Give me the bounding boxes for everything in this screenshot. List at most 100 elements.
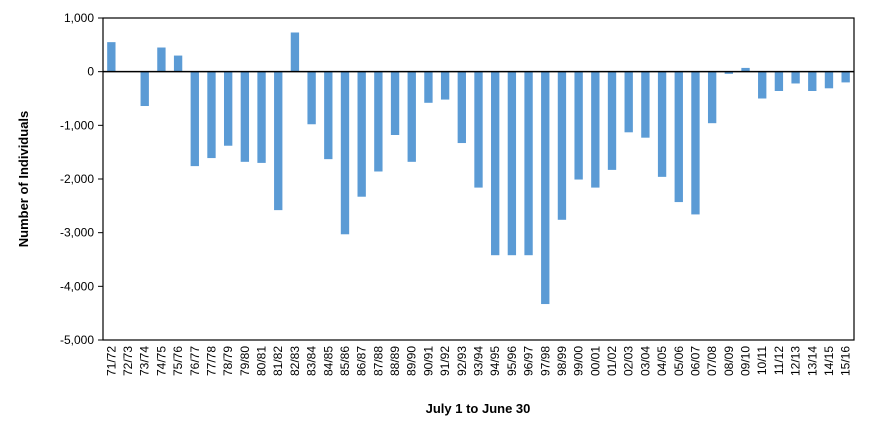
x-tick-label: 73/74 bbox=[138, 346, 152, 376]
x-axis-title: July 1 to June 30 bbox=[426, 401, 531, 416]
bar-09-10 bbox=[741, 67, 750, 72]
x-tick-label: 81/82 bbox=[271, 346, 285, 376]
x-tick-label: 76/77 bbox=[188, 346, 202, 376]
x-tick-label: 87/88 bbox=[371, 346, 385, 376]
bar-74-75 bbox=[157, 47, 166, 72]
bar-04-05 bbox=[657, 71, 667, 177]
x-tick-label: 04/05 bbox=[655, 346, 669, 376]
y-tick-label: -2,000 bbox=[60, 172, 94, 186]
bar-85-86 bbox=[340, 71, 350, 235]
bar-94-95 bbox=[491, 71, 500, 256]
x-tick-label: 86/87 bbox=[355, 346, 369, 376]
bar-86-87 bbox=[357, 71, 366, 197]
x-tick-label: 12/13 bbox=[789, 346, 803, 376]
bar-93-94 bbox=[474, 71, 483, 188]
x-axis-ticks: 71/72 72/73 73/74 74/75 75/76 76/77 77/78 78/79… bbox=[104, 346, 852, 376]
bar-79-80 bbox=[240, 71, 250, 162]
x-tick-label: 01/02 bbox=[605, 346, 619, 376]
bar-05-06 bbox=[674, 71, 683, 203]
bar-71-72 bbox=[107, 42, 116, 72]
x-tick-label: 82/83 bbox=[288, 346, 302, 376]
x-tick-label: 93/94 bbox=[472, 346, 486, 376]
bar-02-03 bbox=[624, 71, 633, 133]
x-tick-label: 88/89 bbox=[388, 346, 402, 376]
bar-97-98 bbox=[541, 71, 550, 305]
x-tick-label: 09/10 bbox=[739, 346, 753, 376]
x-tick-label: 77/78 bbox=[204, 346, 218, 376]
x-tick-label: 90/91 bbox=[421, 346, 435, 376]
bar-07-08 bbox=[707, 71, 717, 124]
y-tick-label: -1,000 bbox=[60, 118, 94, 132]
x-tick-label: 71/72 bbox=[104, 346, 118, 376]
x-tick-label: 92/93 bbox=[455, 346, 469, 376]
x-tick-label: 05/06 bbox=[672, 346, 686, 376]
y-tick-label: -5,000 bbox=[60, 333, 94, 347]
y-tick-label: 1,000 bbox=[64, 11, 94, 25]
bar-99-00 bbox=[574, 71, 583, 180]
x-tick-label: 06/07 bbox=[688, 346, 702, 376]
bar-11-12 bbox=[774, 71, 784, 91]
x-tick-label: 94/95 bbox=[488, 346, 502, 376]
bar-10-11 bbox=[758, 71, 767, 99]
bar-90-91 bbox=[424, 71, 433, 103]
y-tick-label: -3,000 bbox=[60, 226, 94, 240]
bar-00-01 bbox=[591, 71, 600, 188]
bar-14-15 bbox=[824, 71, 834, 89]
x-tick-label: 91/92 bbox=[438, 346, 452, 376]
x-tick-label: 15/16 bbox=[839, 346, 853, 376]
bar-81-82 bbox=[274, 71, 283, 211]
x-tick-label: 13/14 bbox=[805, 346, 819, 376]
x-tick-label: 79/80 bbox=[238, 346, 252, 376]
x-tick-label: 75/76 bbox=[171, 346, 185, 376]
bar-80-81 bbox=[257, 71, 266, 163]
bar-84-85 bbox=[324, 71, 333, 160]
x-tick-label: 95/96 bbox=[505, 346, 519, 376]
x-tick-label: 02/03 bbox=[622, 346, 636, 376]
bar-75-76 bbox=[173, 55, 183, 72]
x-tick-label: 98/99 bbox=[555, 346, 569, 376]
x-tick-label: 74/75 bbox=[154, 346, 168, 376]
bar-01-02 bbox=[607, 71, 617, 170]
bars-group bbox=[107, 32, 850, 305]
bar-88-89 bbox=[390, 71, 400, 135]
bar-06-07 bbox=[691, 71, 700, 215]
bar-87-88 bbox=[374, 71, 383, 172]
x-tick-label: 08/09 bbox=[722, 346, 736, 376]
x-tick-label: 99/00 bbox=[572, 346, 586, 376]
bar-15-16 bbox=[841, 71, 850, 83]
bar-12-13 bbox=[791, 71, 800, 84]
y-axis-ticks: 1,000 0 -1,000 -2,000 -3,000 -4,000 -5,000 bbox=[60, 11, 103, 347]
x-tick-label: 03/04 bbox=[638, 346, 652, 376]
x-tick-label: 10/11 bbox=[755, 346, 769, 375]
y-tick-label: -4,000 bbox=[60, 279, 94, 293]
bar-73-74 bbox=[140, 71, 149, 107]
y-axis-title: Number of Individuals bbox=[16, 111, 31, 248]
x-tick-label: 84/85 bbox=[321, 346, 335, 376]
x-tick-label: 83/84 bbox=[305, 346, 319, 376]
bar-78-79 bbox=[223, 71, 233, 146]
y-tick-label: 0 bbox=[87, 65, 94, 79]
bar-77-78 bbox=[207, 71, 216, 159]
bar-76-77 bbox=[190, 71, 199, 167]
bar-96-97 bbox=[524, 71, 533, 256]
bar-98-99 bbox=[557, 71, 567, 220]
bar-08-09 bbox=[724, 71, 734, 74]
x-tick-label: 07/08 bbox=[705, 346, 719, 376]
bar-83-84 bbox=[307, 71, 316, 125]
x-tick-label: 11/12 bbox=[772, 346, 786, 375]
bar-03-04 bbox=[641, 71, 650, 138]
x-tick-label: 78/79 bbox=[221, 346, 235, 376]
bar-95-96 bbox=[507, 71, 517, 256]
bar-13-14 bbox=[808, 71, 817, 91]
bar-89-90 bbox=[407, 71, 416, 162]
x-tick-label: 80/81 bbox=[255, 346, 269, 376]
x-tick-label: 89/90 bbox=[405, 346, 419, 376]
bar-91-92 bbox=[440, 71, 450, 100]
bar-82-83 bbox=[290, 32, 300, 72]
x-tick-label: 00/01 bbox=[588, 346, 602, 376]
x-tick-label: 85/86 bbox=[338, 346, 352, 376]
x-tick-label: 96/97 bbox=[522, 346, 536, 376]
x-tick-label: 72/73 bbox=[121, 346, 135, 376]
bar-92-93 bbox=[457, 71, 466, 144]
